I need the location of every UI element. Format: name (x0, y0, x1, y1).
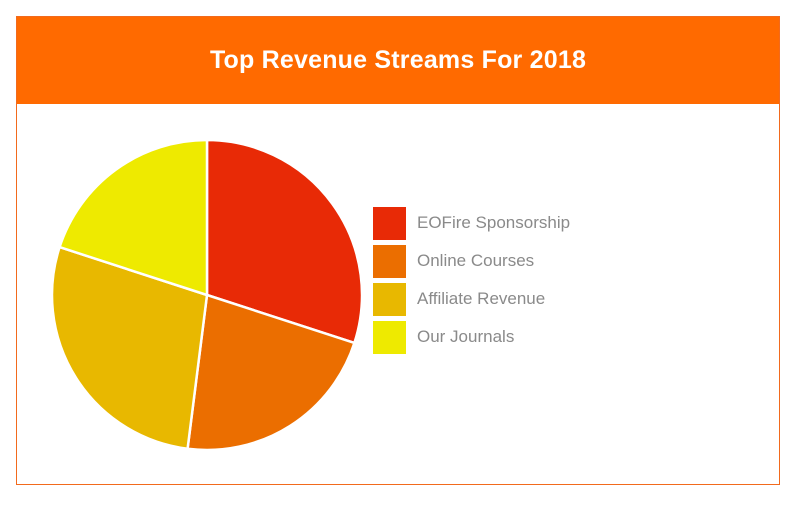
chart-legend: EOFire Sponsorship Online Courses Affili… (373, 204, 570, 356)
legend-item: Our Journals (373, 318, 570, 356)
legend-swatch (373, 282, 406, 316)
legend-label: EOFire Sponsorship (417, 213, 571, 232)
pie-slices (50, 138, 364, 452)
legend-swatch (373, 206, 406, 240)
legend-label: Our Journals (417, 327, 515, 346)
legend-label: Online Courses (417, 251, 535, 270)
chart-header: Top Revenue Streams For 2018 (17, 17, 779, 104)
legend-swatch (373, 320, 406, 354)
pie-slice-online-courses (186, 293, 356, 452)
legend-label: Affiliate Revenue (417, 289, 546, 308)
legend-item: Affiliate Revenue (373, 280, 570, 318)
legend-swatch (373, 244, 406, 278)
pie-slice-eofire-sponsorship (205, 138, 364, 345)
legend-item: Online Courses (373, 242, 570, 280)
pie-slice-affiliate-revenue (50, 245, 209, 451)
pie-slice-our-journals (58, 138, 209, 297)
legend-item: EOFire Sponsorship (373, 204, 570, 242)
chart-title: Top Revenue Streams For 2018 (209, 46, 587, 74)
